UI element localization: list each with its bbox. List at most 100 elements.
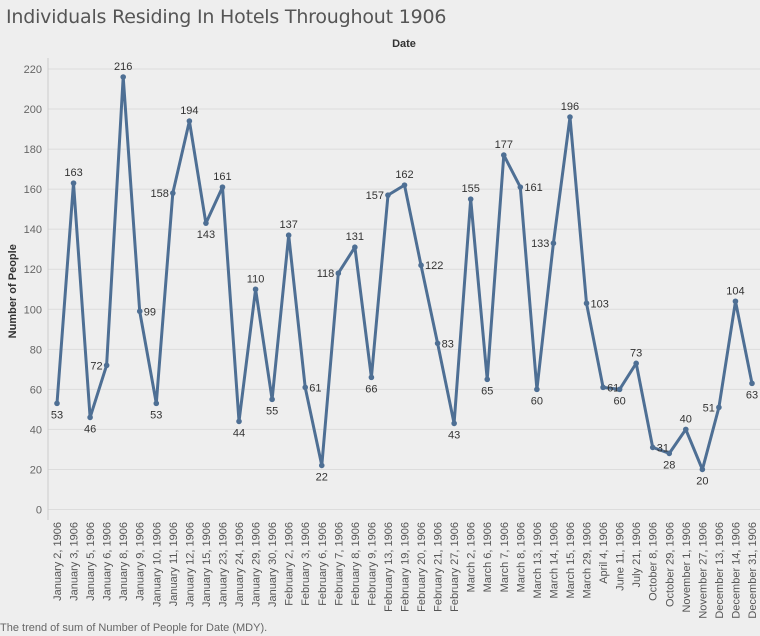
data-point [683, 426, 689, 433]
data-point [103, 362, 110, 369]
data-point [54, 400, 60, 407]
data-label: 44 [233, 427, 245, 439]
data-point [352, 244, 358, 251]
x-tick-label: January 23, 1906 [217, 522, 229, 607]
y-tick-label: 0 [36, 505, 42, 517]
data-point [666, 450, 673, 457]
data-point [136, 308, 143, 315]
data-point [600, 384, 606, 391]
x-tick-label: March 13, 1906 [532, 522, 544, 598]
data-point [318, 462, 325, 469]
x-tick-label: January 6, 1906 [102, 522, 114, 601]
data-point [368, 374, 375, 381]
data-label: 31 [657, 442, 669, 454]
data-label: 131 [346, 231, 364, 243]
data-point [203, 220, 209, 226]
x-tick-label: February 7, 1906 [333, 522, 345, 606]
x-tick-label: December 13, 1906 [714, 522, 726, 619]
x-tick-label: January 12, 1906 [184, 522, 196, 607]
data-label: 60 [531, 395, 543, 407]
x-tick-label: January 9, 1906 [135, 522, 147, 601]
x-tick-label: October 8, 1906 [648, 522, 660, 601]
data-point [418, 262, 424, 269]
y-tick-label: 80 [30, 344, 42, 356]
x-tick-label: March 6, 1906 [482, 522, 494, 592]
data-label: 122 [425, 260, 443, 272]
data-label: 72 [90, 360, 102, 372]
data-point [269, 396, 275, 403]
x-axis-header: Date [392, 38, 416, 50]
data-label: 143 [197, 229, 215, 241]
x-tick-label: December 14, 1906 [730, 522, 742, 619]
data-label: 161 [213, 171, 231, 183]
x-tick-label: February 3, 1906 [300, 522, 312, 606]
data-label: 104 [726, 285, 744, 297]
data-label: 22 [316, 471, 328, 483]
data-label: 51 [703, 402, 715, 414]
data-point [451, 420, 457, 427]
data-point [186, 118, 193, 124]
data-point [467, 196, 474, 202]
x-tick-label: January 24, 1906 [234, 522, 246, 607]
data-label: 177 [495, 139, 513, 151]
data-label: 103 [591, 298, 609, 310]
x-tick-label: February 19, 1906 [400, 522, 412, 612]
x-tick-label: March 8, 1906 [515, 522, 527, 592]
data-point [550, 240, 557, 246]
data-point [302, 384, 309, 391]
data-label: 43 [448, 429, 460, 441]
data-label: 20 [696, 475, 708, 487]
data-label: 194 [180, 105, 198, 117]
x-tick-label: February 13, 1906 [383, 522, 395, 612]
data-label: 133 [531, 238, 549, 250]
y-tick-label: 60 [30, 384, 42, 396]
data-label: 163 [64, 167, 82, 179]
data-point [517, 184, 524, 190]
y-axis-title: Number of People [7, 244, 19, 338]
data-label: 118 [317, 268, 335, 280]
x-tick-label: March 29, 1906 [582, 522, 594, 598]
x-tick-label: July 21, 1906 [631, 522, 643, 587]
data-label: 161 [524, 182, 542, 194]
data-point [583, 300, 590, 307]
data-label: 40 [680, 413, 692, 425]
x-tick-label: February 27, 1906 [449, 522, 461, 612]
data-point [633, 360, 639, 367]
x-tick-label: January 30, 1906 [267, 522, 279, 607]
data-label: 61 [309, 382, 321, 394]
data-point [335, 270, 342, 277]
data-label: 53 [150, 409, 162, 421]
x-tick-label: November 1, 1906 [681, 522, 693, 613]
x-tick-label: January 11, 1906 [168, 522, 180, 606]
data-point [385, 192, 391, 198]
data-label: 99 [144, 306, 156, 318]
data-point [434, 340, 441, 347]
data-label: 55 [266, 405, 278, 417]
y-tick-label: 100 [24, 304, 42, 316]
data-point [649, 444, 656, 451]
data-label: 155 [462, 183, 480, 195]
data-label: 196 [561, 101, 579, 113]
x-tick-label: January 5, 1906 [85, 522, 97, 601]
data-point [120, 74, 126, 80]
x-tick-label: February 9, 1906 [366, 522, 378, 606]
x-tick-label: February 20, 1906 [416, 522, 428, 612]
data-point [699, 466, 706, 473]
data-label: 61 [607, 382, 619, 394]
data-point [567, 114, 573, 120]
chart-title: Individuals Residing In Hotels Throughou… [6, 6, 447, 28]
data-point [70, 180, 77, 186]
x-tick-label: March 14, 1906 [548, 522, 560, 598]
x-tick-label: February 8, 1906 [350, 522, 362, 606]
x-tick-label: January 29, 1906 [251, 522, 263, 607]
y-tick-label: 180 [24, 144, 42, 156]
data-label: 216 [114, 61, 132, 73]
data-point [236, 418, 242, 425]
data-point [401, 182, 408, 188]
data-point [534, 386, 540, 393]
data-point [732, 298, 739, 305]
y-tick-label: 140 [24, 224, 42, 236]
x-tick-label: March 15, 1906 [565, 522, 577, 598]
data-point [170, 190, 176, 196]
